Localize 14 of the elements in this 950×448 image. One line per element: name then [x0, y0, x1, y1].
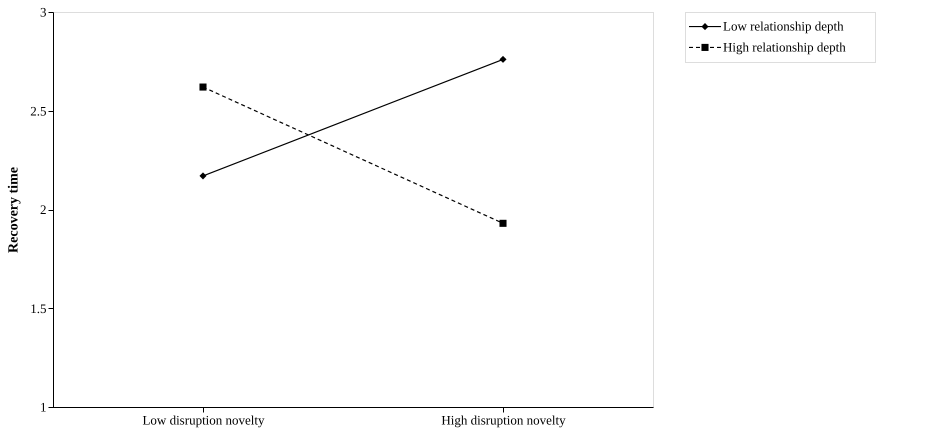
point: [499, 220, 507, 227]
y-axis-title: Recovery time: [6, 167, 22, 253]
y-tick-label: 3: [40, 4, 46, 20]
point: [199, 172, 207, 180]
legend-label: Low relationship depth: [723, 18, 844, 34]
y-tick-label: 1: [40, 400, 46, 414]
y-tick-label: 1.5: [30, 300, 46, 316]
y-tick-label: 2: [40, 202, 46, 217]
legend-label: High relationship depth: [723, 39, 846, 54]
point: [499, 56, 507, 63]
y-tick-label: 2.5: [30, 103, 46, 118]
x-tick-label: High disruption novelty: [441, 412, 566, 428]
point: [199, 84, 207, 91]
x-tick-label: Low disruption novelty: [142, 412, 266, 428]
